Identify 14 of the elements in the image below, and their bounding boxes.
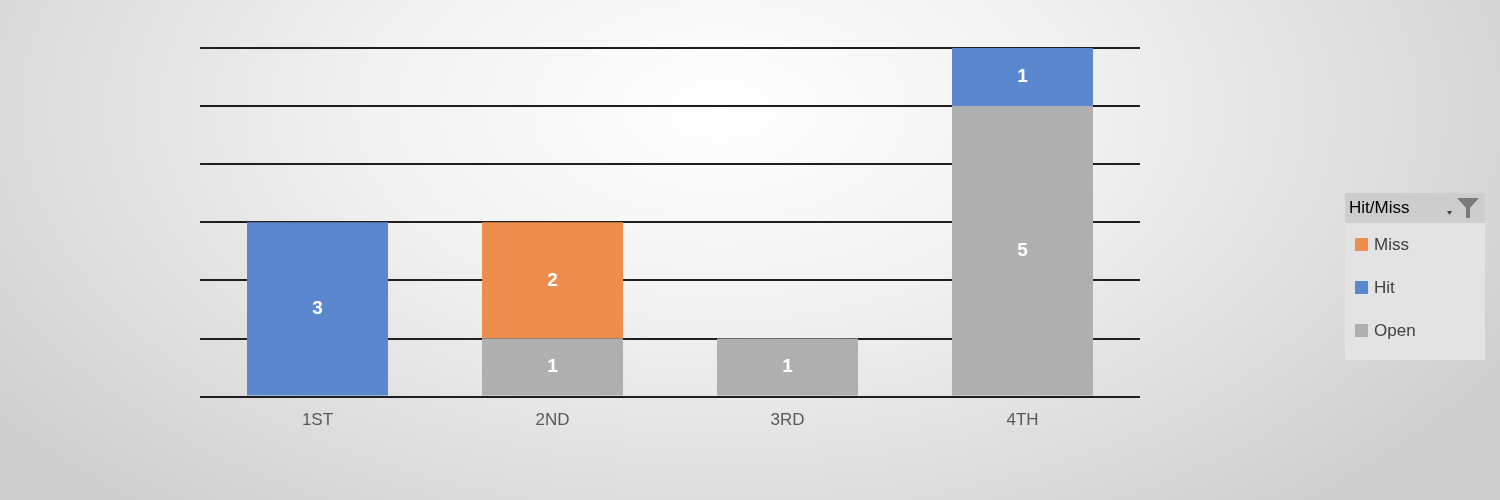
legend-label: Open xyxy=(1374,320,1416,341)
x-tick-label: 2ND xyxy=(535,410,570,430)
x-tick-label: 3RD xyxy=(770,410,805,430)
data-label: 1 xyxy=(782,355,794,377)
data-label: 1 xyxy=(1017,65,1029,87)
legend-label: Hit xyxy=(1374,277,1395,298)
x-tick-label: 4TH xyxy=(1006,410,1039,430)
data-label: 5 xyxy=(1017,239,1029,261)
data-label: 1 xyxy=(547,355,559,377)
data-label: 3 xyxy=(312,297,323,319)
x-tick-label: 1ST xyxy=(301,410,334,430)
legend-label: Miss xyxy=(1374,234,1409,255)
legend-title: Hit/Miss xyxy=(1349,198,1410,218)
data-label: 2 xyxy=(547,268,558,290)
